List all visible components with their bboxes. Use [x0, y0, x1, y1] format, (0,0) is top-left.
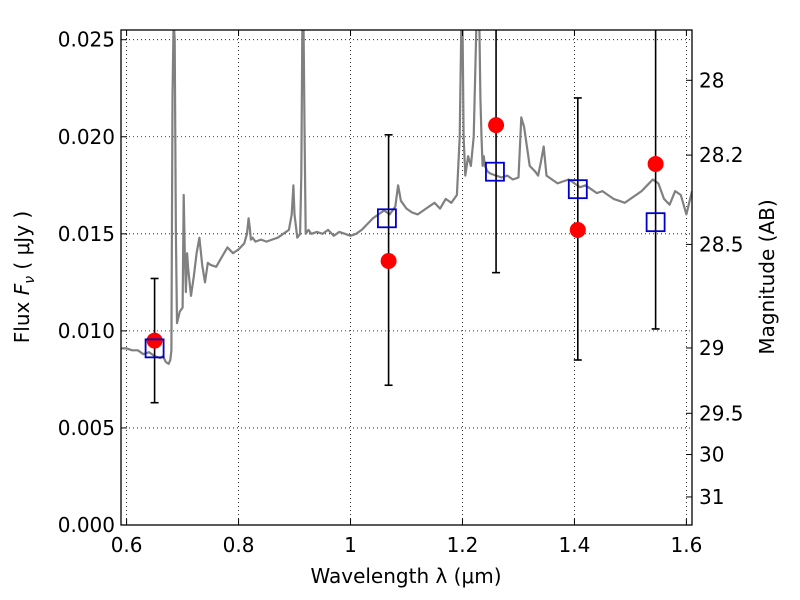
y-tick-label: 0.005: [58, 416, 115, 440]
y-axis-label: Flux Fν ( μJy ): [10, 211, 38, 343]
spectrum-layer: [121, 30, 692, 365]
y-tick-label: 0.020: [58, 125, 115, 149]
y-tick-label: 0.015: [58, 222, 115, 246]
spectrum-line: [121, 30, 692, 365]
plot-frame: [120, 29, 693, 526]
magnitude-tick-label: 31: [699, 485, 724, 509]
y-tick-label: 0.010: [58, 319, 115, 343]
y-axis-label-unit: ( μJy ): [10, 211, 34, 276]
x-tick-label: 0.8: [223, 533, 255, 557]
measured-point: [380, 253, 397, 269]
model-point: [567, 179, 588, 200]
x-axis-label: Wavelength λ (μm): [310, 564, 501, 588]
magnitude-tick-label: 30: [699, 443, 724, 467]
magnitude-tick-label: 28: [699, 68, 724, 92]
magnitude-tick-label: 28.2: [699, 143, 744, 167]
model-point: [485, 161, 505, 182]
measured-point: [647, 155, 664, 172]
x-axis-ticks: 0.6 0.8 1 1.2 1.4 1.6: [111, 30, 702, 557]
y-axis-label-subscript: ν: [22, 276, 38, 284]
magnitude-tick-label: 29.5: [699, 401, 744, 425]
model-point: [144, 338, 165, 359]
magnitude-tick-label: 28.5: [699, 232, 744, 256]
magnitude-axis-ticks: 28 28.2 28.5 29 29.5 30 31: [686, 68, 744, 509]
grid-lines: [121, 30, 692, 526]
model-point: [377, 208, 397, 229]
plot-background: [121, 30, 692, 525]
y-axis-label-prefix: Flux: [10, 295, 34, 343]
x-tick-label: 1.6: [670, 533, 702, 557]
errorbar-layer: [150, 30, 660, 404]
magnitude-tick-label: 29: [699, 336, 724, 360]
y-tick-label: 0.025: [58, 28, 115, 52]
x-tick-label: 1.2: [447, 533, 479, 557]
model-point: [645, 212, 666, 233]
y-axis-ticks: 0.000 0.005 0.010 0.015 0.020 0.025: [58, 28, 127, 537]
marker-layer: [144, 117, 666, 359]
measured-point: [488, 117, 505, 134]
y-tick-label: 0.000: [58, 513, 115, 537]
measured-point: [146, 332, 163, 349]
x-tick-label: 1.4: [559, 533, 591, 557]
x-tick-label: 0.6: [111, 533, 143, 557]
x-tick-label: 1: [344, 533, 357, 557]
magnitude-axis-label: Magnitude (AB): [755, 199, 779, 354]
y-axis-label-symbol: F: [10, 283, 34, 295]
measured-point: [569, 221, 586, 238]
